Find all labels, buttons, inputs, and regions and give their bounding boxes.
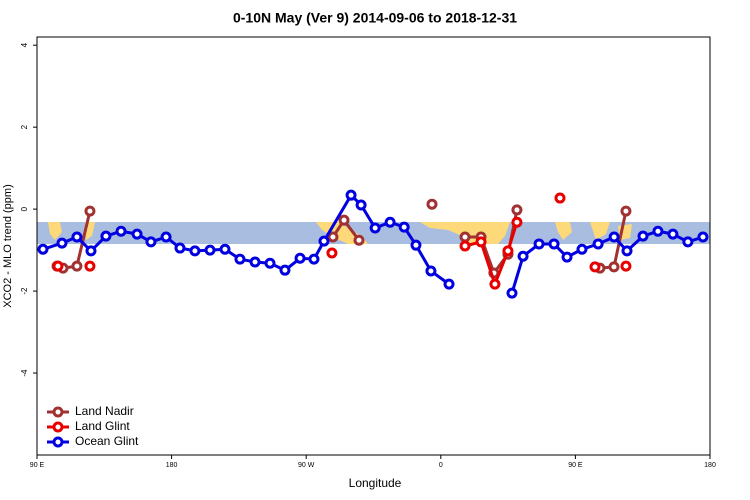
- point: [506, 287, 518, 299]
- x-tick-label: 180: [166, 462, 178, 469]
- point: [71, 260, 83, 272]
- y-axis-label: XCO2 - MLO trend (ppm): [2, 184, 14, 307]
- series-line: [42, 192, 704, 294]
- point: [174, 242, 186, 254]
- point: [234, 253, 246, 265]
- point: [517, 250, 529, 262]
- point: [652, 225, 664, 237]
- point: [56, 237, 68, 249]
- point: [279, 264, 291, 276]
- point: [637, 230, 649, 242]
- point: [620, 205, 632, 217]
- point: [52, 260, 64, 272]
- y-tick-label: 2: [20, 124, 29, 129]
- y-tick-label: -4: [20, 369, 29, 377]
- point: [326, 247, 338, 259]
- y-tick-label: 4: [20, 42, 29, 47]
- legend-marker: [52, 406, 64, 418]
- point: [398, 221, 410, 233]
- point: [219, 243, 231, 255]
- point: [489, 278, 501, 290]
- x-axis-label: Longitude: [349, 476, 402, 490]
- point: [589, 261, 601, 273]
- point: [204, 244, 216, 256]
- point: [511, 216, 523, 228]
- point: [443, 278, 455, 290]
- point: [71, 231, 83, 243]
- point: [100, 230, 112, 242]
- point: [697, 231, 709, 243]
- point: [308, 253, 320, 265]
- point: [145, 236, 157, 248]
- point: [608, 231, 620, 243]
- point: [592, 238, 604, 250]
- point: [131, 228, 143, 240]
- x-tick-label: 0: [439, 462, 443, 469]
- point: [511, 204, 523, 216]
- point: [682, 236, 694, 248]
- point: [369, 222, 381, 234]
- point: [502, 245, 514, 257]
- plot-frame: [36, 36, 711, 456]
- point: [84, 260, 96, 272]
- point: [561, 251, 573, 263]
- point: [338, 214, 350, 226]
- point: [548, 238, 560, 250]
- legend-marker: [52, 436, 64, 448]
- point: [621, 245, 633, 257]
- legend-label: Ocean Glint: [75, 434, 139, 448]
- point: [264, 257, 276, 269]
- point: [327, 231, 339, 243]
- point: [608, 261, 620, 273]
- x-tick-label: 90 E: [568, 462, 583, 469]
- point: [425, 265, 437, 277]
- point: [384, 216, 396, 228]
- x-tick-label: 90 E: [30, 462, 45, 469]
- point: [576, 243, 588, 255]
- point: [37, 243, 49, 255]
- y-tick-label: 0: [20, 206, 29, 211]
- point: [318, 235, 330, 247]
- point: [554, 192, 566, 204]
- point: [294, 252, 306, 264]
- point: [84, 205, 96, 217]
- point: [189, 245, 201, 257]
- legend-marker: [52, 421, 64, 433]
- point: [620, 260, 632, 272]
- point: [353, 234, 365, 246]
- point: [533, 238, 545, 250]
- legend-label: Land Nadir: [75, 404, 134, 418]
- point: [667, 228, 679, 240]
- x-tick-label: 180: [704, 462, 716, 469]
- y-tick-label: -2: [20, 287, 29, 295]
- point: [459, 231, 471, 243]
- point: [475, 236, 487, 248]
- point: [355, 199, 367, 211]
- point: [459, 240, 471, 252]
- point: [115, 225, 127, 237]
- point: [249, 256, 261, 268]
- x-tick-label: 90 W: [298, 462, 315, 469]
- point: [410, 239, 422, 251]
- point: [426, 198, 438, 210]
- legend-label: Land Glint: [75, 419, 130, 433]
- point: [160, 231, 172, 243]
- point: [85, 245, 97, 257]
- chart-title: 0-10N May (Ver 9) 2014-09-06 to 2018-12-…: [233, 10, 517, 26]
- point: [345, 189, 357, 201]
